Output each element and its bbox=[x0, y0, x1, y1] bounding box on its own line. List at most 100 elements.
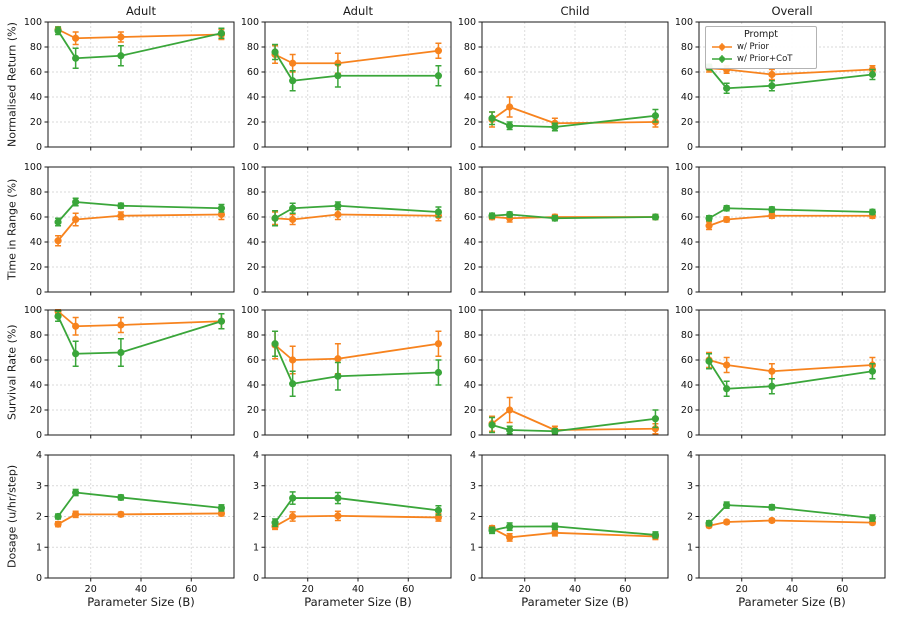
svg-text:40: 40 bbox=[247, 237, 259, 248]
subplot-title-child: Child bbox=[560, 4, 590, 18]
svg-text:20: 20 bbox=[85, 584, 97, 595]
svg-text:80: 80 bbox=[464, 330, 476, 341]
svg-text:100: 100 bbox=[458, 162, 476, 173]
y-axis-label-survival-rate: Survival Rate (%) bbox=[5, 324, 19, 421]
svg-text:0: 0 bbox=[687, 287, 693, 298]
svg-text:100: 100 bbox=[241, 305, 259, 316]
svg-text:0: 0 bbox=[36, 142, 42, 153]
subplot-title-adult-2: Adult bbox=[343, 4, 373, 18]
svg-text:80: 80 bbox=[30, 330, 42, 341]
svg-text:60: 60 bbox=[247, 355, 259, 366]
svg-text:20: 20 bbox=[519, 584, 531, 595]
svg-text:20: 20 bbox=[681, 262, 693, 273]
svg-text:80: 80 bbox=[30, 42, 42, 53]
svg-text:80: 80 bbox=[464, 42, 476, 53]
svg-text:2: 2 bbox=[36, 512, 42, 523]
errorbar-line-marker-icon bbox=[712, 43, 732, 51]
svg-text:2: 2 bbox=[687, 512, 693, 523]
svg-text:0: 0 bbox=[253, 287, 259, 298]
svg-text:20: 20 bbox=[247, 262, 259, 273]
svg-text:2: 2 bbox=[253, 512, 259, 523]
svg-text:0: 0 bbox=[470, 430, 476, 441]
svg-text:40: 40 bbox=[681, 92, 693, 103]
y-axis-label-time-in-range: Time in Range (%) bbox=[5, 178, 19, 281]
svg-text:0: 0 bbox=[470, 573, 476, 584]
svg-text:20: 20 bbox=[736, 584, 748, 595]
svg-text:20: 20 bbox=[30, 262, 42, 273]
svg-text:40: 40 bbox=[464, 237, 476, 248]
svg-text:100: 100 bbox=[675, 162, 693, 173]
svg-text:80: 80 bbox=[681, 42, 693, 53]
svg-text:0: 0 bbox=[36, 287, 42, 298]
svg-text:60: 60 bbox=[185, 584, 197, 595]
svg-text:60: 60 bbox=[247, 212, 259, 223]
svg-text:100: 100 bbox=[24, 17, 42, 28]
svg-text:100: 100 bbox=[24, 162, 42, 173]
svg-text:40: 40 bbox=[135, 584, 147, 595]
svg-text:40: 40 bbox=[569, 584, 581, 595]
svg-text:40: 40 bbox=[247, 380, 259, 391]
svg-text:20: 20 bbox=[30, 405, 42, 416]
svg-text:0: 0 bbox=[36, 430, 42, 441]
svg-text:60: 60 bbox=[681, 67, 693, 78]
svg-text:40: 40 bbox=[681, 380, 693, 391]
svg-text:60: 60 bbox=[247, 67, 259, 78]
svg-text:60: 60 bbox=[30, 212, 42, 223]
legend-title: Prompt bbox=[743, 29, 779, 40]
svg-text:60: 60 bbox=[464, 355, 476, 366]
svg-text:100: 100 bbox=[675, 17, 693, 28]
subplot-title-overall: Overall bbox=[771, 4, 813, 18]
svg-text:80: 80 bbox=[247, 330, 259, 341]
svg-text:60: 60 bbox=[681, 355, 693, 366]
svg-text:0: 0 bbox=[687, 430, 693, 441]
svg-text:100: 100 bbox=[241, 17, 259, 28]
svg-text:80: 80 bbox=[247, 187, 259, 198]
svg-text:0: 0 bbox=[253, 142, 259, 153]
svg-text:100: 100 bbox=[241, 162, 259, 173]
svg-text:0: 0 bbox=[253, 573, 259, 584]
svg-text:60: 60 bbox=[402, 584, 414, 595]
svg-text:3: 3 bbox=[253, 481, 259, 492]
svg-text:20: 20 bbox=[464, 405, 476, 416]
y-axis-label-dosage: Dosage (u/hr/step) bbox=[5, 464, 19, 569]
svg-text:20: 20 bbox=[247, 117, 259, 128]
svg-text:20: 20 bbox=[464, 117, 476, 128]
svg-text:80: 80 bbox=[681, 330, 693, 341]
svg-text:1: 1 bbox=[36, 542, 42, 553]
svg-text:1: 1 bbox=[470, 542, 476, 553]
svg-text:40: 40 bbox=[464, 380, 476, 391]
svg-text:60: 60 bbox=[464, 67, 476, 78]
svg-text:0: 0 bbox=[36, 573, 42, 584]
svg-text:40: 40 bbox=[464, 92, 476, 103]
svg-text:60: 60 bbox=[681, 212, 693, 223]
x-axis-label: Parameter Size (B) bbox=[521, 595, 629, 609]
svg-text:4: 4 bbox=[253, 450, 259, 461]
svg-text:40: 40 bbox=[247, 92, 259, 103]
svg-text:40: 40 bbox=[681, 237, 693, 248]
svg-text:60: 60 bbox=[30, 67, 42, 78]
svg-text:100: 100 bbox=[675, 305, 693, 316]
svg-text:80: 80 bbox=[681, 187, 693, 198]
y-axis-label-normalised-return: Normalised Return (%) bbox=[5, 22, 19, 147]
svg-text:40: 40 bbox=[30, 380, 42, 391]
svg-text:1: 1 bbox=[687, 542, 693, 553]
svg-text:60: 60 bbox=[619, 584, 631, 595]
svg-text:0: 0 bbox=[470, 142, 476, 153]
svg-text:100: 100 bbox=[458, 17, 476, 28]
svg-text:4: 4 bbox=[687, 450, 693, 461]
legend: Prompt w/ Prior w/ Prior+CoT bbox=[705, 26, 817, 69]
x-axis-label: Parameter Size (B) bbox=[87, 595, 195, 609]
svg-text:0: 0 bbox=[253, 430, 259, 441]
svg-text:40: 40 bbox=[786, 584, 798, 595]
legend-entry-w-prior: w/ Prior bbox=[711, 41, 811, 53]
svg-text:20: 20 bbox=[30, 117, 42, 128]
x-axis-label: Parameter Size (B) bbox=[738, 595, 846, 609]
svg-text:60: 60 bbox=[836, 584, 848, 595]
svg-text:80: 80 bbox=[464, 187, 476, 198]
svg-text:80: 80 bbox=[30, 187, 42, 198]
svg-text:0: 0 bbox=[470, 287, 476, 298]
svg-text:80: 80 bbox=[247, 42, 259, 53]
svg-text:4: 4 bbox=[36, 450, 42, 461]
